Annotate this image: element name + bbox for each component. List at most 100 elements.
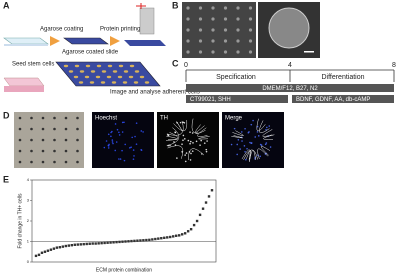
spot bbox=[107, 64, 113, 68]
point bbox=[136, 239, 139, 242]
chart: 0 1 2 3 4 ECM protein combination Fold change … bbox=[17, 177, 217, 273]
cell bbox=[233, 127, 236, 130]
spot bbox=[96, 64, 102, 68]
point bbox=[207, 195, 211, 198]
cell bbox=[174, 144, 177, 146]
cell bbox=[142, 131, 144, 133]
cell bbox=[111, 139, 114, 141]
spot bbox=[76, 149, 79, 153]
cell bbox=[189, 131, 191, 133]
neurite bbox=[166, 127, 180, 146]
cell bbox=[108, 143, 110, 146]
phase-label: Specification bbox=[216, 74, 256, 81]
spot bbox=[133, 81, 139, 84]
cell bbox=[245, 158, 247, 161]
factor-bar bbox=[292, 95, 394, 103]
spot bbox=[95, 75, 101, 79]
spot bbox=[198, 6, 203, 10]
point bbox=[94, 242, 97, 245]
cell bbox=[182, 134, 185, 137]
spot bbox=[129, 64, 135, 68]
point bbox=[79, 243, 82, 246]
slide-edge bbox=[4, 44, 48, 46]
channel-label: Hoechst bbox=[95, 116, 117, 122]
factor-label: BDNF, GDNF, AA, db-cAMP bbox=[296, 97, 370, 103]
point bbox=[201, 207, 205, 210]
point bbox=[127, 240, 130, 243]
neurite bbox=[173, 120, 188, 132]
spot bbox=[198, 39, 203, 43]
timeline-tick-label: 4 bbox=[288, 62, 292, 69]
step-label: Image and analyse adherent cells bbox=[110, 90, 200, 96]
point bbox=[43, 250, 47, 253]
well bbox=[4, 86, 44, 92]
spot bbox=[100, 81, 106, 84]
neurite bbox=[191, 118, 206, 134]
timeline-tick-label: 8 bbox=[392, 62, 396, 69]
cell bbox=[250, 142, 253, 144]
neurite bbox=[198, 135, 210, 140]
cell bbox=[260, 144, 263, 146]
panel-letter: E bbox=[3, 174, 9, 184]
cell bbox=[230, 143, 233, 146]
spot bbox=[223, 17, 228, 21]
step-label: Protein printing bbox=[100, 27, 140, 33]
channel-label: Merge bbox=[225, 116, 243, 122]
cell bbox=[236, 153, 238, 156]
point bbox=[115, 240, 118, 244]
point bbox=[61, 245, 65, 248]
point bbox=[100, 241, 103, 245]
y-tick-label: 4 bbox=[27, 177, 30, 182]
point bbox=[186, 230, 190, 233]
fluorescence-image bbox=[92, 112, 154, 168]
spot bbox=[30, 149, 33, 153]
cell bbox=[264, 143, 267, 146]
spot bbox=[112, 70, 118, 73]
spot bbox=[139, 75, 145, 79]
point bbox=[198, 213, 202, 217]
spot bbox=[211, 39, 215, 43]
cell bbox=[107, 133, 110, 136]
slide-array bbox=[55, 61, 161, 87]
spot bbox=[41, 127, 45, 131]
point bbox=[58, 246, 62, 249]
spot bbox=[64, 138, 68, 142]
motion-arrow bbox=[136, 3, 146, 9]
spot bbox=[248, 50, 253, 54]
point bbox=[154, 237, 157, 241]
point bbox=[204, 201, 208, 204]
point bbox=[151, 238, 154, 241]
cell bbox=[103, 146, 106, 149]
timeline: 0 4 8 bbox=[184, 62, 396, 82]
point bbox=[210, 189, 214, 192]
spot bbox=[64, 127, 68, 131]
point bbox=[166, 236, 169, 239]
cell bbox=[115, 141, 118, 143]
cell bbox=[244, 150, 246, 153]
spot bbox=[186, 50, 190, 54]
spot bbox=[79, 70, 85, 73]
cell bbox=[179, 121, 182, 124]
neurite bbox=[166, 120, 184, 136]
cell bbox=[200, 139, 202, 142]
cells bbox=[103, 118, 275, 163]
cell bbox=[243, 145, 246, 147]
step-label: Agarose coated slide bbox=[62, 50, 119, 56]
spot bbox=[53, 149, 56, 153]
slide bbox=[124, 40, 166, 46]
cell bbox=[116, 128, 119, 131]
medium-bar bbox=[186, 84, 394, 92]
spot bbox=[63, 64, 69, 68]
spot bbox=[101, 70, 107, 73]
cell bbox=[184, 154, 186, 156]
cell bbox=[134, 135, 136, 138]
point bbox=[118, 240, 121, 244]
cell bbox=[199, 144, 201, 146]
spot bbox=[73, 75, 79, 79]
cell bbox=[118, 131, 120, 134]
spot bbox=[76, 160, 79, 164]
spot bbox=[248, 6, 253, 10]
cell-cluster bbox=[268, 7, 310, 49]
cell bbox=[254, 136, 257, 138]
spot bbox=[211, 28, 215, 32]
